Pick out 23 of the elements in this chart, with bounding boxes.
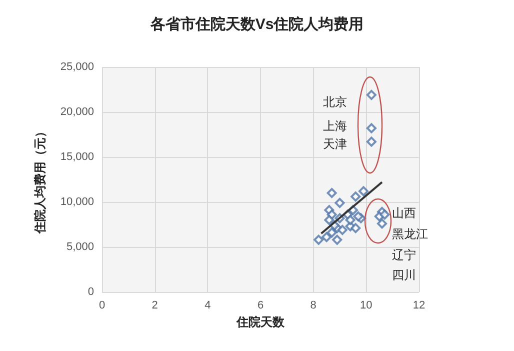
x-tick-label: 6: [257, 300, 264, 312]
chart-title: 各省市住院天数Vs住院人均费用: [149, 15, 364, 33]
x-tick-label: 4: [204, 300, 211, 312]
y-tick-label: 10,000: [60, 196, 94, 208]
annotation: 辽宁: [392, 248, 416, 262]
x-tick-label: 10: [360, 300, 372, 312]
x-tick-label: 8: [310, 300, 316, 312]
y-axis-title: 住院人均费用（元）: [33, 126, 47, 234]
y-tick-label: 20,000: [60, 106, 94, 118]
y-tick-label: 15,000: [60, 151, 94, 163]
annotation: 北京: [323, 95, 347, 109]
y-tick-label: 25,000: [60, 61, 94, 73]
x-tick-label: 2: [152, 300, 158, 312]
annotation: 上海: [323, 119, 347, 133]
x-tick-label: 0: [98, 300, 106, 312]
y-tick-label: 0: [88, 286, 94, 298]
x-tick-label: 12: [412, 300, 426, 312]
annotation: 黑龙江: [392, 227, 428, 241]
x-axis-title: 住院天数: [236, 314, 286, 329]
annotation: 天津: [323, 137, 347, 151]
annotation: 山西: [392, 206, 416, 220]
annotation: 四川: [392, 268, 416, 282]
y-tick-label: 5,000: [66, 241, 94, 253]
